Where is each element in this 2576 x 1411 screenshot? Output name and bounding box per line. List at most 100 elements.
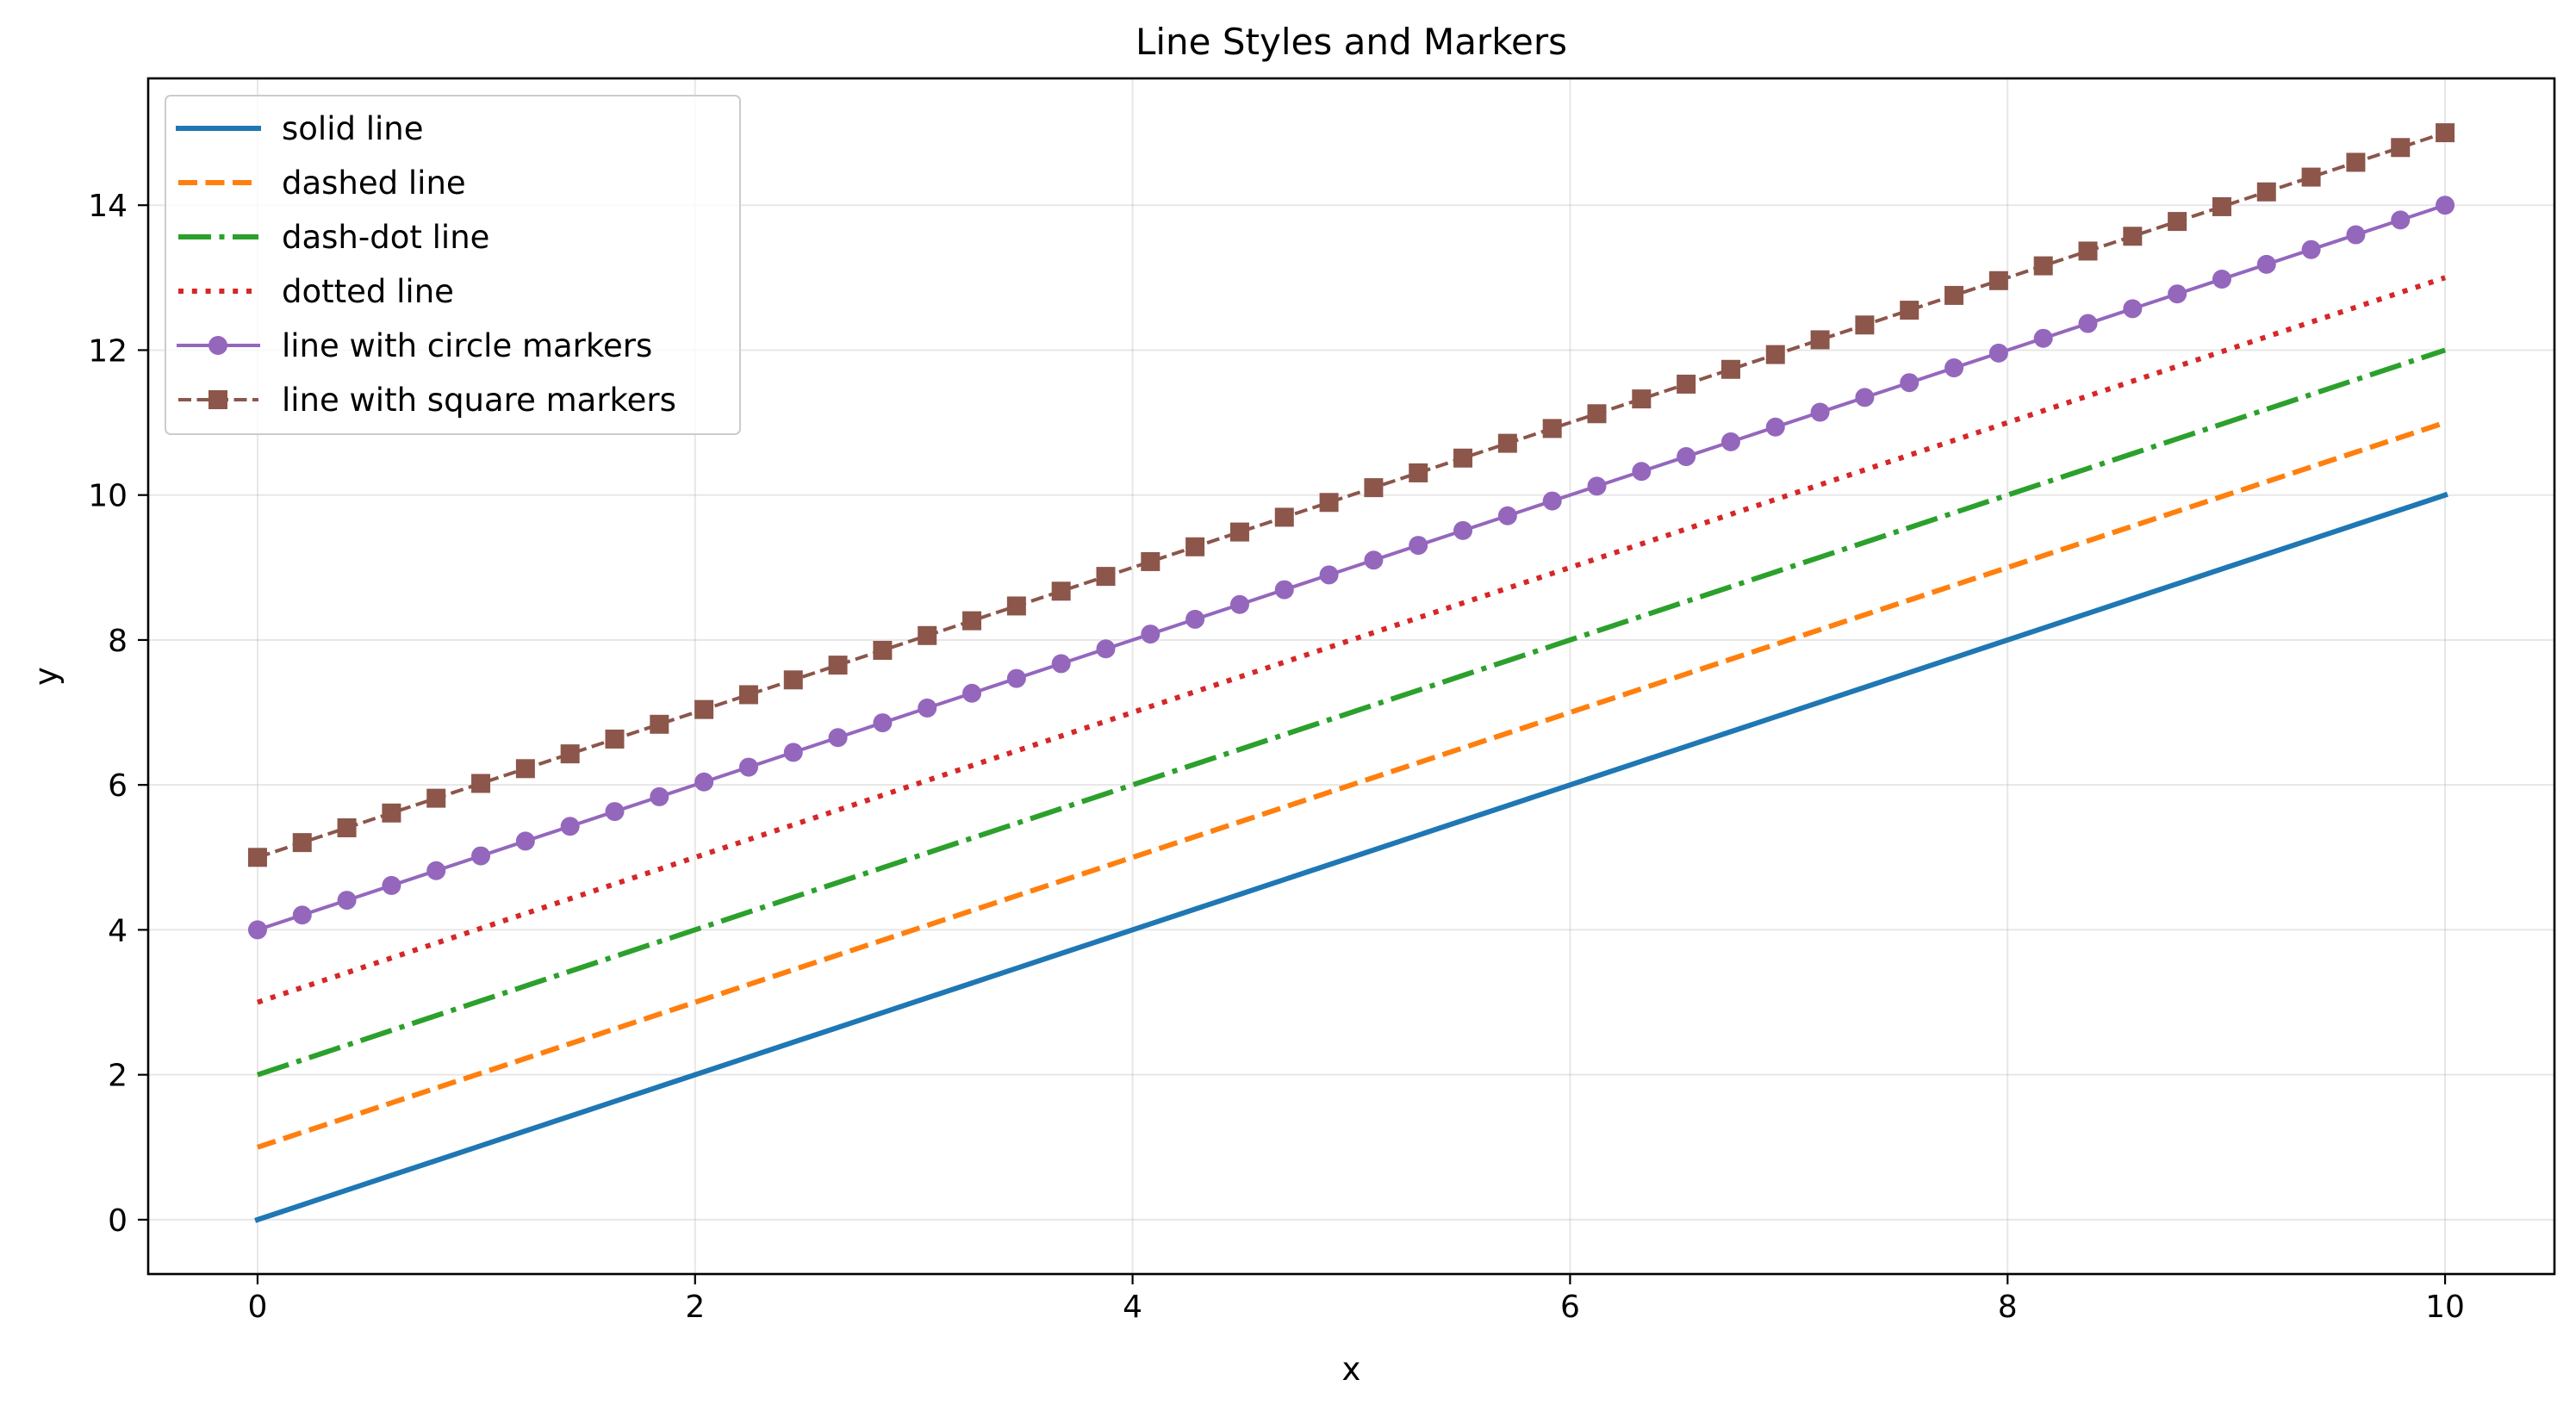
square-marker [1051,581,1071,601]
square-marker [2301,167,2321,187]
legend-item: dashed line [178,165,466,202]
square-marker [1364,478,1384,498]
square-marker [382,803,401,823]
series-line [254,491,2448,1223]
circle-marker [1319,565,1339,585]
square-marker [738,685,758,705]
circle-marker [337,891,357,911]
circle-marker [1006,668,1026,688]
square-marker [962,611,982,631]
legend-item: line with square markers [178,382,676,419]
square-marker [1720,359,1740,379]
legend-label: dash-dot line [282,219,489,256]
legend-circle-marker [208,336,227,355]
series-dash-dot-line [257,347,2446,1078]
series-line-with-circle-markers [247,196,2455,940]
circle-marker [738,757,758,777]
square-marker [1497,433,1517,453]
y-tick-label: 2 [108,1059,128,1094]
y-tick-label: 6 [108,768,128,804]
square-marker [2033,256,2053,276]
circle-marker [1274,580,1294,600]
y-tick-label: 10 [88,479,128,514]
legend-box [165,95,741,435]
circle-marker [426,861,446,880]
square-marker [1855,315,1875,335]
square-marker [2078,241,2098,261]
legend-square-marker [208,390,227,409]
x-tick-label: 8 [1998,1290,2018,1325]
square-marker [1409,463,1428,482]
y-tick-label: 14 [88,189,128,224]
circle-marker [1141,625,1160,644]
circle-marker [873,713,893,733]
circle-marker [1944,358,1964,378]
legend-label: dashed line [282,165,466,202]
square-marker [2391,138,2411,158]
circle-marker [783,743,803,762]
legend-label: line with circle markers [282,327,652,364]
series-line [257,347,2446,1078]
square-marker [515,759,535,779]
circle-marker [828,728,848,748]
circle-marker [1855,388,1875,407]
legend-label: solid line [282,110,424,147]
y-tick-label: 8 [108,624,128,659]
x-tick-label: 2 [685,1290,705,1325]
square-marker [2212,196,2231,216]
circle-marker [2256,254,2276,274]
legend-label: dotted line [282,273,454,310]
circle-marker [2078,314,2098,333]
circle-marker [1497,506,1517,525]
circle-marker [1051,654,1071,674]
legend-item: dotted line [178,273,454,310]
x-tick-label: 4 [1123,1290,1142,1325]
square-marker [1587,404,1607,424]
series-line-with-square-markers [247,123,2455,867]
square-marker [1542,419,1562,438]
square-marker [1677,374,1696,394]
x-tick-label: 0 [248,1290,268,1325]
square-marker [918,625,937,645]
square-marker [2256,182,2276,202]
circle-marker [1720,432,1740,451]
y-axis-label: y [28,667,65,686]
square-marker [1810,330,1830,350]
chart-title: Line Styles and Markers [1136,21,1567,63]
square-marker [1900,301,1920,320]
square-marker [1453,448,1473,468]
circle-marker [382,875,401,895]
circle-marker [605,802,625,822]
square-marker [2346,152,2366,172]
circle-marker [2436,196,2455,215]
series-solid-line [254,491,2448,1223]
legend: solid line dashed line dash-dot line dotted… [165,95,741,435]
square-marker [1185,537,1205,556]
square-marker [560,744,580,764]
square-marker [2123,227,2143,246]
series-group [247,123,2455,1223]
circle-marker [1677,447,1696,467]
square-marker [1141,551,1160,571]
square-marker [1006,596,1026,616]
circle-marker [2168,284,2187,304]
square-marker [426,788,446,808]
legend-label: line with square markers [282,382,676,419]
series-dotted-line [257,275,2446,1005]
legend-item: dash-dot line [178,219,489,256]
circle-marker [650,786,669,806]
square-marker [1765,345,1785,364]
circle-marker [1810,402,1830,422]
circle-marker [2391,210,2411,230]
circle-marker [292,905,312,925]
circle-marker [471,846,491,866]
circle-marker [2301,239,2321,259]
circle-marker [1185,609,1205,629]
legend-item: solid line [176,110,424,147]
square-marker [1319,493,1339,513]
circle-marker [1096,639,1116,659]
legend-item: line with circle markers [177,327,652,364]
circle-marker [247,920,267,940]
circle-marker [1900,373,1920,393]
square-marker [828,656,848,675]
